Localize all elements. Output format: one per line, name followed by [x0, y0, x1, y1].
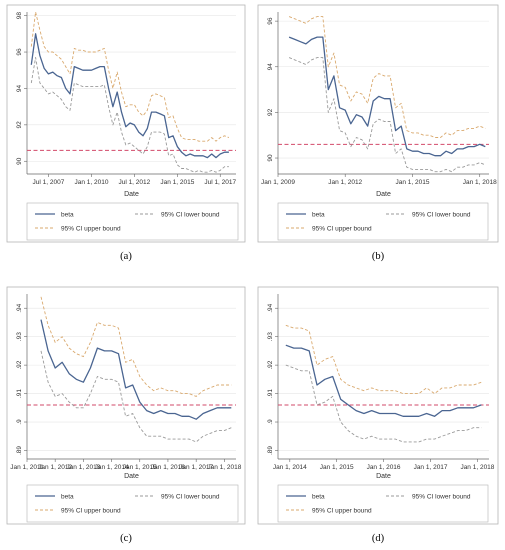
chart-panel-d: .89 .9 .91 .92 .93 .94 Jan 1, 2014 Jan 1, 2015 J…: [257, 286, 499, 544]
y-tick-label: 96: [267, 17, 274, 25]
legend-box: [26, 484, 239, 523]
y-tick-label: .93: [16, 332, 23, 341]
x-tick-label: Jan 1, 2012: [38, 464, 72, 471]
y-tick-label: 94: [16, 84, 23, 92]
x-tick-label: Jul 1, 2012: [118, 179, 150, 186]
legend-label: 95% CI upper bound: [312, 507, 372, 514]
legend-label: beta: [61, 493, 74, 500]
x-tick-label: Jan 1, 2018: [460, 464, 494, 471]
y-tick-label: .94: [267, 303, 274, 312]
x-tick-label: Jan 1, 2015: [160, 179, 194, 186]
x-tick-label: Jan 1, 2014: [95, 464, 129, 471]
y-tick-label: .93: [267, 332, 274, 341]
x-axis-title: Date: [124, 473, 139, 480]
y-tick-label: .9: [267, 419, 274, 425]
series-line-beta: [40, 319, 232, 420]
series-line-ci-lower: [288, 57, 486, 173]
x-axis-title: Date: [376, 473, 391, 480]
panel-caption: (a): [120, 251, 132, 262]
y-tick-label: 92: [16, 121, 23, 129]
panel-frame: [6, 286, 246, 525]
x-axis-title: Date: [124, 191, 139, 198]
y-tick-label: 90: [267, 154, 274, 162]
y-tick-label: .89: [16, 446, 23, 455]
x-tick-label: Jul 1, 2017: [204, 179, 236, 186]
x-tick-label: Jan 1, 2016: [367, 464, 401, 471]
x-tick-label: Jan 1, 2015: [395, 179, 429, 186]
y-tick-label: 96: [16, 48, 23, 56]
x-axis-title: Date: [376, 191, 391, 198]
panel-frame: [6, 4, 246, 243]
panel-caption: (d): [372, 533, 385, 544]
y-tick-label: 92: [267, 108, 274, 116]
x-tick-label: Jan 1, 2016: [151, 464, 185, 471]
y-tick-label: 98: [16, 12, 23, 20]
x-tick-label: Jan 1, 2018: [207, 464, 241, 471]
series-line-beta: [288, 36, 486, 157]
x-tick-label: Jan 1, 2017: [179, 464, 213, 471]
chart-panel-a: 90 92 94 96 98 Jul 1, 2007 Jan 1, 2010 Jul 1, 2…: [6, 4, 246, 262]
series-line-ci-upper: [288, 16, 486, 138]
legend-label: 95% CI upper bound: [61, 507, 121, 514]
series-line-ci-lower: [285, 364, 482, 443]
x-tick-label: Jan 1, 2009: [261, 179, 295, 186]
legend-label: beta: [61, 211, 74, 218]
x-tick-label: Jan 1, 2015: [320, 464, 354, 471]
panel-caption: (c): [120, 533, 132, 544]
series-line-beta: [285, 344, 482, 417]
legend-label: 95% CI lower bound: [161, 211, 220, 218]
y-tick-label: .9: [16, 419, 23, 425]
legend-box: [277, 484, 489, 523]
x-tick-label: Jul 1, 2007: [33, 179, 65, 186]
series-line-ci-upper: [40, 296, 232, 397]
legend-box: [26, 202, 239, 241]
legend-label: 95% CI lower bound: [412, 211, 471, 218]
legend-box: [277, 202, 489, 241]
y-tick-label: .92: [267, 360, 274, 369]
y-tick-label: .92: [16, 360, 23, 369]
panel-frame: [257, 286, 499, 525]
y-tick-label: .89: [267, 446, 274, 455]
y-tick-label: .94: [16, 303, 23, 312]
y-tick-label: 94: [267, 63, 274, 71]
legend-label: 95% CI lower bound: [412, 493, 471, 500]
series-line-ci-upper: [30, 11, 230, 142]
series-line-ci-upper: [285, 324, 482, 395]
y-tick-label: 90: [16, 157, 23, 165]
legend-label: 95% CI lower bound: [161, 493, 220, 500]
x-tick-label: Jan 1, 2017: [414, 464, 448, 471]
legend-label: 95% CI upper bound: [312, 225, 372, 232]
x-tick-label: Jan 1, 2018: [463, 179, 497, 186]
y-tick-label: .91: [267, 389, 274, 398]
legend-label: 95% CI upper bound: [61, 225, 121, 232]
x-tick-label: Jan 1, 2014: [273, 464, 307, 471]
y-tick-label: .91: [16, 389, 23, 398]
x-tick-label: Jan 1, 2010: [74, 179, 108, 186]
x-tick-label: Jan 1, 2012: [328, 179, 362, 186]
panel-frame: [257, 4, 499, 243]
chart-panel-b: 90 92 94 96 Jan 1, 2009 Jan 1, 2012 Jan 1, 201…: [257, 4, 499, 262]
legend-label: beta: [312, 211, 325, 218]
series-line-ci-lower: [30, 57, 229, 173]
x-tick-label: Jan 1, 2015: [123, 464, 157, 471]
series-line-beta: [30, 33, 229, 159]
x-tick-label: Jan 1, 2013: [66, 464, 100, 471]
legend-label: beta: [312, 493, 325, 500]
series-line-ci-lower: [40, 350, 232, 443]
x-tick-label: Jan 1, 2011: [10, 464, 44, 471]
panel-caption: (b): [372, 251, 385, 262]
